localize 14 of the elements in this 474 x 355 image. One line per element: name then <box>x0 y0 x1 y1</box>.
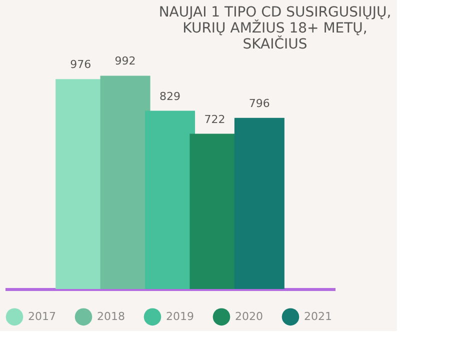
data-label: 829 <box>160 90 180 103</box>
bar <box>234 118 284 289</box>
bar <box>145 110 195 289</box>
legend-label: 2019 <box>166 310 194 323</box>
legend-label: 2018 <box>97 310 125 323</box>
legend-label: 2021 <box>304 310 332 323</box>
data-label: 722 <box>204 112 226 126</box>
data-label: 992 <box>114 54 136 68</box>
legend-label: 2017 <box>28 310 56 323</box>
legend-label: 2020 <box>235 310 263 323</box>
bar <box>100 76 150 289</box>
chart-title: NAUJAI 1 TIPO CD SUSIRGUSIŲJŲ, KURIŲ AMŽIUS 18+ METŲ, SKAIČIUS <box>158 4 392 53</box>
data-label: 976 <box>70 58 92 72</box>
data-label: 796 <box>248 96 270 110</box>
